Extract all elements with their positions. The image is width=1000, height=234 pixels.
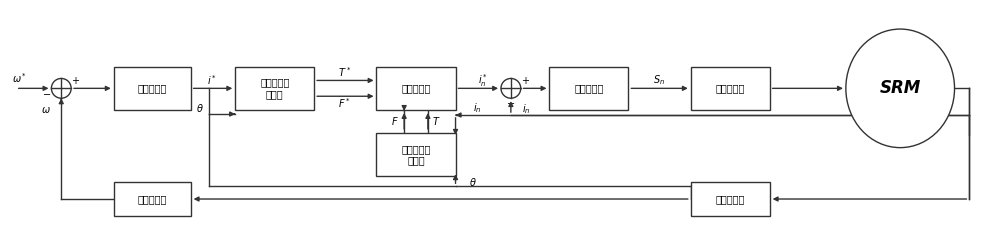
Circle shape bbox=[501, 78, 521, 98]
Text: +: + bbox=[521, 77, 529, 86]
Bar bbox=[114, 182, 191, 216]
Text: $i_n^*$: $i_n^*$ bbox=[478, 72, 488, 89]
Text: $i^*$: $i^*$ bbox=[207, 73, 217, 87]
Text: −: − bbox=[43, 90, 51, 100]
Text: 功率变换器: 功率变换器 bbox=[716, 83, 745, 93]
Text: 转速计算器: 转速计算器 bbox=[137, 194, 167, 204]
Text: 电流控制器: 电流控制器 bbox=[574, 83, 604, 93]
Text: $\omega$: $\omega$ bbox=[41, 105, 50, 115]
Text: $i_n$: $i_n$ bbox=[522, 102, 531, 116]
Text: 转速控制器: 转速控制器 bbox=[137, 83, 167, 93]
Text: $F^*$: $F^*$ bbox=[338, 96, 351, 110]
Text: 转矩径向力
估算器: 转矩径向力 估算器 bbox=[401, 144, 431, 165]
Text: $F$: $F$ bbox=[391, 115, 399, 127]
Text: $\theta$: $\theta$ bbox=[469, 176, 477, 188]
Text: SRM: SRM bbox=[880, 79, 921, 97]
Text: 参考生成器: 参考生成器 bbox=[401, 83, 431, 93]
Text: $T$: $T$ bbox=[432, 115, 441, 127]
Bar bbox=[235, 67, 314, 110]
Text: $T^*$: $T^*$ bbox=[338, 66, 351, 79]
Bar bbox=[691, 182, 770, 216]
Bar bbox=[114, 67, 191, 110]
Bar bbox=[376, 67, 456, 110]
Bar bbox=[549, 67, 628, 110]
Text: $\omega^*$: $\omega^*$ bbox=[12, 72, 27, 85]
Text: $S_n$: $S_n$ bbox=[653, 73, 665, 87]
Ellipse shape bbox=[846, 29, 955, 148]
Bar bbox=[376, 133, 456, 176]
Circle shape bbox=[51, 78, 71, 98]
Bar bbox=[691, 67, 770, 110]
Text: +: + bbox=[71, 77, 79, 86]
Text: 转矩径向力
估算器: 转矩径向力 估算器 bbox=[260, 77, 289, 99]
Text: −: − bbox=[507, 99, 515, 109]
Text: $i_n$: $i_n$ bbox=[473, 101, 482, 115]
Text: 位置传感器: 位置传感器 bbox=[716, 194, 745, 204]
Text: $\theta$: $\theta$ bbox=[196, 102, 203, 114]
